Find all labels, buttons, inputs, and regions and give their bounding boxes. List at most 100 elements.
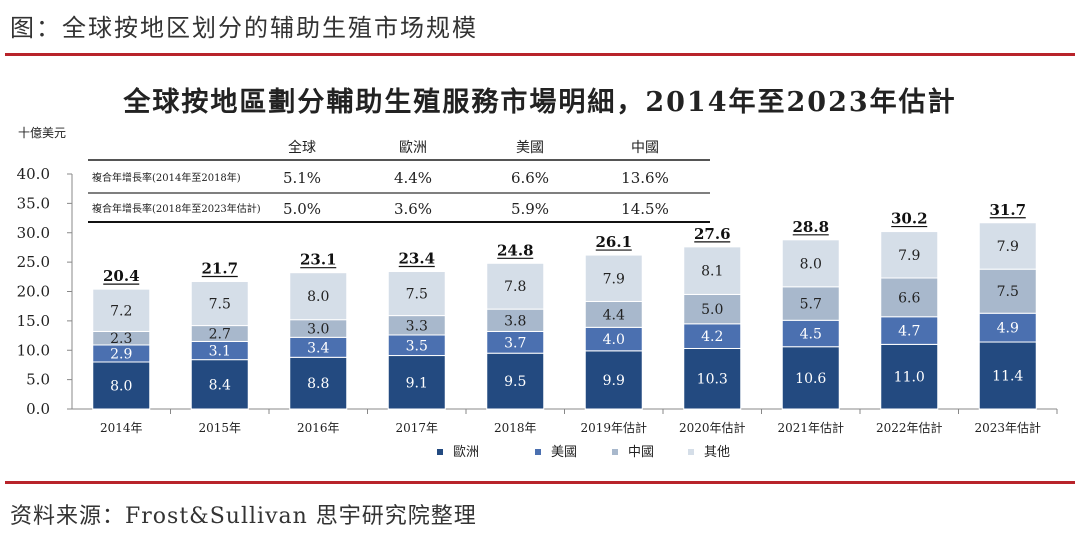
- legend-swatch: [535, 449, 541, 455]
- table-header: 中國: [631, 140, 659, 156]
- bar-segment: [486, 352, 545, 410]
- table-header: 美國: [516, 140, 544, 156]
- table-row-label: 複合年增長率(2018年至2023年估計): [92, 202, 261, 215]
- table-cell: 14.5%: [621, 200, 669, 218]
- bar-segment: [584, 254, 643, 302]
- x-tick-label: 2016年: [297, 421, 340, 435]
- legend-label: 其他: [704, 445, 730, 460]
- data-label: 5.7: [800, 297, 822, 313]
- bar-segment: [880, 277, 939, 318]
- data-label: 4.0: [603, 332, 625, 348]
- chart-title: 全球按地區劃分輔助生殖服務市場明細，2014年至2023年估計: [123, 87, 957, 118]
- bar-segment: [978, 341, 1037, 410]
- total-label: 28.8: [792, 218, 829, 236]
- x-tick-label: 2023年估計: [974, 420, 1041, 435]
- data-label: 7.9: [898, 248, 920, 264]
- table-cell: 13.6%: [621, 169, 669, 187]
- y-tick-label: 25.0: [17, 253, 50, 271]
- table-row-label: 複合年增長率(2014年至2018年): [92, 171, 241, 184]
- total-label: 20.4: [103, 267, 140, 285]
- legend-label: 中國: [628, 445, 654, 460]
- data-label: 9.5: [504, 374, 526, 390]
- data-label: 10.6: [795, 371, 826, 387]
- bar-segment: [683, 347, 742, 410]
- x-tick-label: 2015年: [198, 421, 241, 435]
- data-label: 8.4: [209, 377, 231, 393]
- data-label: 11.4: [992, 369, 1023, 385]
- data-label: 4.2: [701, 329, 723, 345]
- top-divider: [5, 53, 1075, 56]
- total-label: 23.4: [398, 250, 435, 268]
- data-label: 3.5: [406, 338, 428, 354]
- data-label: 7.2: [110, 303, 132, 319]
- data-label: 3.1: [209, 344, 231, 360]
- y-tick-label: 5.0: [26, 371, 50, 389]
- data-label: 8.8: [307, 376, 329, 392]
- bar-segment: [683, 246, 742, 295]
- bar-segment: [880, 231, 939, 279]
- table-header: 全球: [288, 139, 316, 156]
- source-note: 资料来源：Frost&Sullivan 思宇研究院整理: [10, 504, 477, 529]
- legend-swatch: [688, 449, 694, 455]
- y-tick-label: 20.0: [17, 283, 50, 301]
- data-label: 3.4: [307, 340, 329, 356]
- data-label: 2.3: [110, 331, 132, 347]
- data-label: 3.8: [504, 313, 526, 329]
- bar-segment: [781, 319, 840, 348]
- data-label: 4.4: [603, 307, 625, 323]
- data-label: 4.7: [898, 324, 920, 340]
- legend-swatch: [437, 449, 443, 455]
- data-label: 3.3: [406, 318, 428, 334]
- bar-segment: [781, 286, 840, 321]
- bar-segment: [584, 350, 643, 410]
- data-label: 11.0: [894, 370, 925, 386]
- bar-segment: [190, 359, 249, 410]
- bar-segment: [289, 272, 348, 321]
- data-label: 8.0: [800, 256, 822, 272]
- data-label: 9.1: [406, 375, 428, 391]
- x-tick-label: 2014年: [100, 421, 143, 435]
- bar-segment: [387, 355, 446, 410]
- x-tick-label: 2022年估計: [876, 420, 943, 435]
- x-tick-label: 2019年估計: [580, 420, 647, 435]
- table-cell: 4.4%: [394, 169, 432, 187]
- bar-segment: [289, 356, 348, 410]
- table-cell: 5.9%: [511, 200, 549, 218]
- y-tick-label: 40.0: [17, 165, 50, 183]
- data-label: 3.0: [307, 322, 329, 338]
- legend-label: 歐洲: [453, 445, 479, 460]
- total-label: 26.1: [595, 233, 632, 251]
- data-label: 8.1: [701, 264, 723, 280]
- data-label: 3.7: [504, 335, 526, 351]
- data-label: 10.3: [697, 372, 728, 388]
- total-label: 30.2: [891, 210, 928, 228]
- data-label: 2.9: [110, 346, 132, 362]
- data-label: 9.9: [603, 373, 625, 389]
- bar-segment: [978, 222, 1037, 270]
- data-label: 6.6: [898, 290, 920, 306]
- table-cell: 5.0%: [283, 200, 321, 218]
- table-cell: 3.6%: [394, 200, 432, 218]
- data-label: 7.5: [209, 297, 231, 313]
- table-cell: 6.6%: [511, 169, 549, 187]
- data-label: 8.0: [307, 289, 329, 305]
- figure-title: 图：全球按地区划分的辅助生殖市场规模: [10, 14, 478, 42]
- x-tick-label: 2020年估計: [679, 420, 746, 435]
- bottom-divider: [5, 481, 1075, 484]
- bar-segment: [92, 361, 151, 410]
- total-label: 27.6: [694, 225, 731, 243]
- total-label: 24.8: [497, 241, 534, 259]
- table-header: 歐洲: [399, 140, 427, 156]
- y-axis-unit: 十億美元: [18, 126, 67, 140]
- data-label: 2.7: [209, 327, 231, 343]
- data-label: 4.5: [800, 327, 822, 343]
- x-tick-label: 2017年: [395, 421, 438, 435]
- data-label: 8.0: [110, 379, 132, 395]
- total-label: 21.7: [201, 260, 238, 278]
- total-label: 31.7: [989, 201, 1026, 219]
- y-tick-label: 10.0: [17, 341, 50, 359]
- bar-segment: [781, 239, 840, 288]
- table-cell: 5.1%: [283, 169, 321, 187]
- data-label: 4.9: [997, 321, 1019, 337]
